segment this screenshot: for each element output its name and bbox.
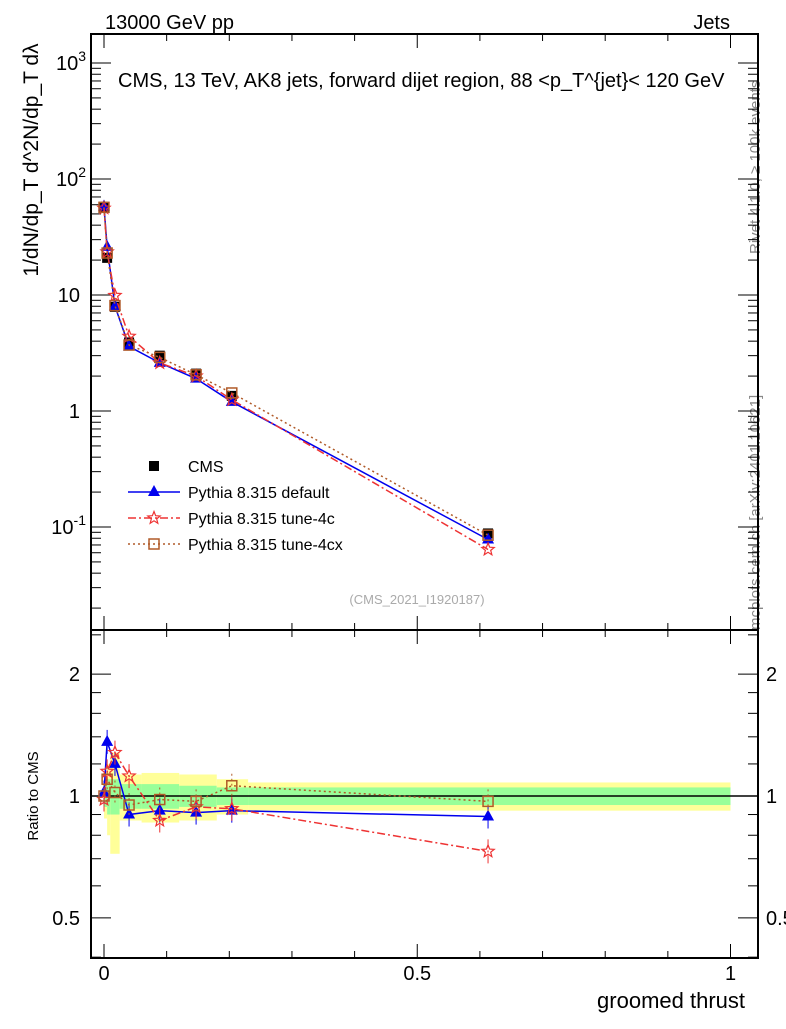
ratio-y-tick-label: 1 <box>69 786 80 808</box>
y-axis-label-main: 1/dN/dp_T d^2N/dp_T dλ <box>20 43 43 277</box>
ratio-y-tick-label-right: 2 <box>766 664 777 686</box>
ratio-point <box>482 809 495 821</box>
ratio-point <box>190 795 202 808</box>
ratio-point <box>107 744 123 760</box>
main-point <box>123 339 135 351</box>
y-tick-label: 102 <box>56 164 86 191</box>
ratio-y-tick-label: 2 <box>69 664 80 686</box>
x-axis-label: groomed thrust <box>597 988 745 1013</box>
ratio-point <box>101 734 114 746</box>
main-point <box>480 541 496 557</box>
y-tick-label: 1 <box>69 401 80 423</box>
main-point <box>226 387 238 399</box>
ratio-frame <box>90 629 759 959</box>
ratio-point <box>152 812 168 828</box>
x-tick-label: 1 <box>725 963 736 985</box>
main-point <box>108 299 121 311</box>
ratio-point <box>480 843 496 858</box>
main-point <box>98 199 110 211</box>
ratio-line-2 <box>103 777 489 806</box>
x-tick-label: 0 <box>98 963 109 985</box>
mcplots-label: mcplots.cern.ch [arXiv:2401.10621] <box>747 395 764 630</box>
main-point <box>154 351 166 364</box>
main-point <box>101 247 113 259</box>
y-axis-label-ratio: Ratio to CMS <box>25 751 42 840</box>
ratio-point <box>109 786 121 799</box>
ratio-point <box>123 799 135 811</box>
x-tick-label: 0.5 <box>403 963 431 985</box>
main-point <box>98 201 110 214</box>
ratio-y-tick-label: 0.5 <box>52 908 80 930</box>
main-point <box>190 369 202 381</box>
analysis-annotation: (CMS_2021_I1920187) <box>349 592 484 607</box>
ratio-y-tick-label-right: 0.5 <box>766 908 786 930</box>
chart-title: CMS, 13 TeV, AK8 jets, forward dijet reg… <box>118 70 725 92</box>
ratio-point <box>224 800 240 816</box>
ratio-point <box>154 793 166 806</box>
ratio-point <box>482 795 494 808</box>
main-line-2 <box>103 208 489 551</box>
header-left: 13000 GeV pp <box>105 12 234 34</box>
main-point <box>109 299 121 312</box>
legend-marker <box>149 461 159 471</box>
legend-marker <box>148 538 160 550</box>
legend-label: Pythia 8.315 default <box>188 485 330 502</box>
legend-label: Pythia 8.315 tune-4c <box>188 511 335 528</box>
legend-label: CMS <box>188 459 224 476</box>
ratio-point <box>121 767 137 783</box>
legend-marker <box>148 485 160 496</box>
legend-marker <box>146 509 162 525</box>
ratio-point <box>101 773 113 785</box>
header-right: Jets <box>693 12 730 34</box>
y-tick-label: 10-1 <box>51 512 86 539</box>
ratio-point <box>226 780 238 792</box>
ratio-point <box>98 790 110 802</box>
ratio-line-1 <box>103 750 489 853</box>
ratio-y-tick-label-right: 1 <box>766 786 777 808</box>
main-point <box>482 529 494 541</box>
legend-label: Pythia 8.315 tune-4cx <box>188 537 343 554</box>
main-point <box>107 287 123 303</box>
y-tick-label: 103 <box>56 48 86 75</box>
rivet-label: Rivet 4.1.0, ≥ 100k events <box>747 81 764 254</box>
main-point <box>121 328 137 343</box>
y-tick-label: 10 <box>58 285 80 307</box>
